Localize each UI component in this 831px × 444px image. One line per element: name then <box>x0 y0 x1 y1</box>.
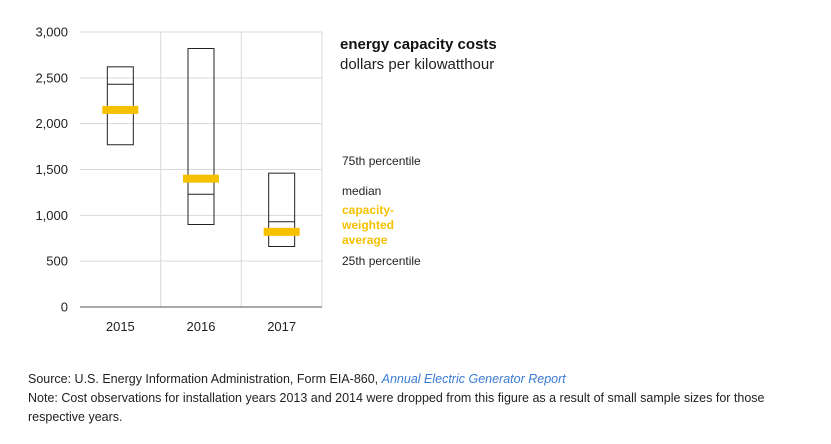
legend-median: median <box>342 184 382 198</box>
x-tick-label: 2015 <box>106 319 135 334</box>
weighted-average-bar-2015 <box>102 105 139 114</box>
y-tick-label: 2,000 <box>35 116 68 131</box>
legend-weighted-average-line-2: weighted <box>342 218 395 232</box>
y-tick-label: 3,000 <box>35 25 68 40</box>
box-2015 <box>106 66 134 146</box>
weighted-average-bar-2016 <box>183 174 219 183</box>
chart-subtitle: dollars per kilowatthour <box>340 56 495 73</box>
legend-weighted-average-line-3: average <box>342 233 388 247</box>
legend-25th-percentile: 25th percentile <box>342 254 421 268</box>
source-notes: Source: U.S. Energy Information Administ… <box>28 370 818 427</box>
note-text: Note: Cost observations for installation… <box>28 391 765 424</box>
x-tick-label: 2017 <box>267 319 296 334</box>
source-report-name: Annual Electric Generator Report <box>381 372 566 386</box>
y-tick-label: 1,500 <box>35 162 68 177</box>
y-tick-label: 1,000 <box>35 208 68 223</box>
legend-weighted-average-line-1: capacity- <box>342 203 395 217</box>
y-tick-label: 500 <box>46 254 68 269</box>
weighted-average-bar-2017 <box>263 227 300 236</box>
legend-75th-percentile: 75th percentile <box>342 154 421 168</box>
legend-weighted-average: capacity- weighted average <box>342 203 412 248</box>
box-2017 <box>268 172 296 248</box>
box-2016 <box>187 48 215 225</box>
chart-title: energy capacity costs <box>340 36 497 53</box>
y-tick-label: 2,500 <box>35 70 68 85</box>
x-tick-label: 2016 <box>187 319 216 334</box>
source-text: Source: U.S. Energy Information Administ… <box>28 372 382 386</box>
y-tick-label: 0 <box>61 300 68 315</box>
source-line: Source: U.S. Energy Information Administ… <box>28 370 818 389</box>
